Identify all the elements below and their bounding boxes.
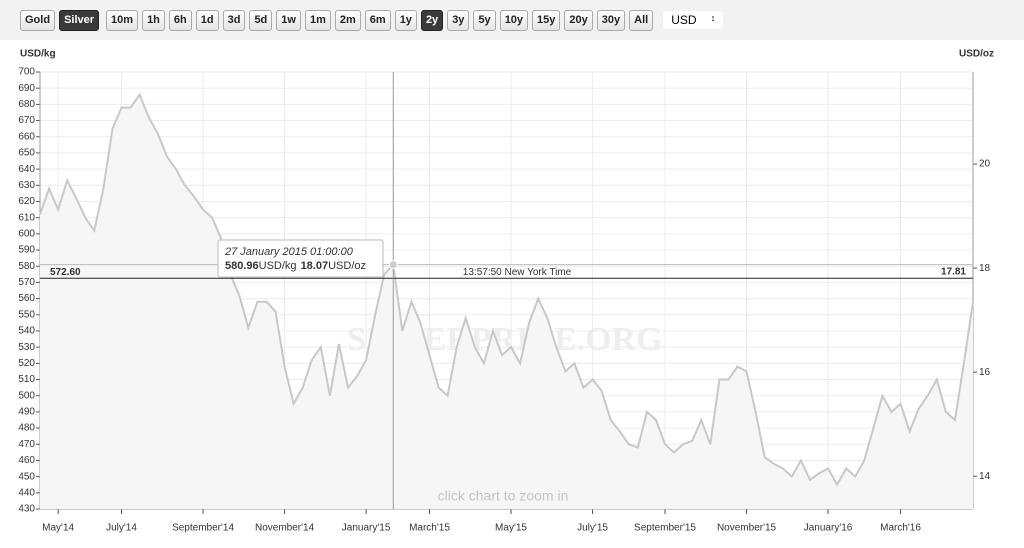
toolbar: Gold Silver 10m 1h 6h 1d 3d 5d 1w 1m 2m 6m 1y 2y 3y 5y 1… <box>0 0 1024 40</box>
y-tick-label: 670 <box>18 115 35 126</box>
x-tick-label: January'15 <box>342 523 391 534</box>
x-tick-label: July'14 <box>106 523 137 534</box>
range-button[interactable]: 3y <box>447 9 470 31</box>
range-button[interactable]: 20y <box>564 9 593 31</box>
tooltip-kg-unit: USD/kg <box>259 260 297 272</box>
y-tick-label: 510 <box>18 374 35 385</box>
range-button[interactable]: All <box>629 9 654 31</box>
range-button[interactable]: 2y <box>420 9 444 31</box>
range-button[interactable]: 5y <box>473 9 496 31</box>
range-button[interactable]: 2m <box>334 9 361 31</box>
y-tick-label: 460 <box>18 455 35 466</box>
y2-tick-label: 14 <box>979 471 991 482</box>
x-tick-label: November'14 <box>255 523 315 534</box>
y-tick-label: 450 <box>18 471 35 482</box>
y-tick-label: 500 <box>18 390 35 401</box>
range-button[interactable]: Gold <box>20 9 56 31</box>
x-tick-label: March'15 <box>409 523 450 534</box>
range-button[interactable]: 3d <box>222 9 246 31</box>
series-area <box>40 94 973 509</box>
y-tick-label: 620 <box>18 196 35 207</box>
tooltip-oz-unit: USD/oz <box>328 260 366 272</box>
x-tick-label: January'16 <box>804 523 853 534</box>
currency-select[interactable]: USD ↕ <box>663 11 724 29</box>
tooltip-date: 27 January 2015 01:00:00 <box>224 246 354 258</box>
range-button[interactable]: 1w <box>276 9 301 31</box>
y2-tick-label: 18 <box>979 263 991 274</box>
y-axis-title: USD/kg <box>20 49 56 60</box>
current-price-label: 572.60 <box>50 267 81 278</box>
y-tick-label: 480 <box>18 423 35 434</box>
tooltip-values: 580.96USD/kg 18.07USD/oz <box>225 260 366 272</box>
y-tick-label: 590 <box>18 245 35 256</box>
y-tick-label: 570 <box>18 277 35 288</box>
range-button[interactable]: 30y <box>596 9 626 31</box>
y-tick-label: 600 <box>18 228 35 239</box>
range-button[interactable]: 5d <box>249 9 273 31</box>
tooltip-oz-value: 18.07 <box>301 260 329 272</box>
currency-value: USD <box>671 13 697 27</box>
tooltip-box <box>217 239 384 278</box>
x-tick-label: September'14 <box>172 523 234 534</box>
x-tick-label: March'16 <box>880 523 921 534</box>
y-tick-label: 530 <box>18 342 35 353</box>
select-arrow: ↕ <box>710 13 716 23</box>
x-tick-label: May'14 <box>42 523 74 534</box>
y-tick-label: 690 <box>18 83 35 94</box>
series-line <box>39 92 974 487</box>
y-tick-label: 640 <box>18 164 35 175</box>
tooltip-kg-value: 580.96 <box>225 260 259 272</box>
y-tick-label: 520 <box>18 358 35 369</box>
current-price-oz: 17.81 <box>941 267 966 278</box>
range-button[interactable]: Silver <box>59 9 100 31</box>
y2-axis-title: USD/oz <box>959 49 994 60</box>
x-tick-label: May'15 <box>495 523 527 534</box>
y-tick-label: 560 <box>18 293 35 304</box>
range-button[interactable]: 1m <box>304 9 331 31</box>
range-button[interactable]: 1d <box>195 9 219 31</box>
y-tick-label: 680 <box>18 99 35 110</box>
y-tick-label: 630 <box>18 180 35 191</box>
y-tick-label: 540 <box>18 326 35 337</box>
y2-tick-label: 20 <box>979 159 991 170</box>
zoom-hint: click chart to zoom in <box>438 488 569 504</box>
new-york-time: 13:57:50 New York Time <box>463 267 572 278</box>
y-tick-label: 490 <box>18 407 35 418</box>
x-tick-label: July'15 <box>577 523 608 534</box>
y-tick-label: 580 <box>18 261 35 272</box>
range-button[interactable]: 15y <box>532 9 561 31</box>
range-button[interactable]: 10y <box>499 9 529 31</box>
range-button[interactable]: 1h <box>142 9 165 31</box>
range-button[interactable]: 10m <box>106 9 139 31</box>
range-button[interactable]: 1y <box>394 9 417 31</box>
x-tick-label: November'15 <box>717 523 777 534</box>
y2-tick-label: 16 <box>979 367 991 378</box>
y-tick-label: 650 <box>18 148 35 159</box>
hover-marker <box>388 260 398 270</box>
y-tick-label: 550 <box>18 309 35 320</box>
y-tick-label: 610 <box>18 212 35 223</box>
range-button[interactable]: 6h <box>168 9 192 31</box>
x-tick-label: September'15 <box>634 523 696 534</box>
y-tick-label: 440 <box>18 487 35 498</box>
y-tick-label: 430 <box>18 504 35 515</box>
y-tick-label: 700 <box>18 67 35 78</box>
range-button[interactable]: 6m <box>364 9 391 31</box>
y-tick-label: 470 <box>18 439 35 450</box>
y-tick-label: 660 <box>18 131 35 142</box>
